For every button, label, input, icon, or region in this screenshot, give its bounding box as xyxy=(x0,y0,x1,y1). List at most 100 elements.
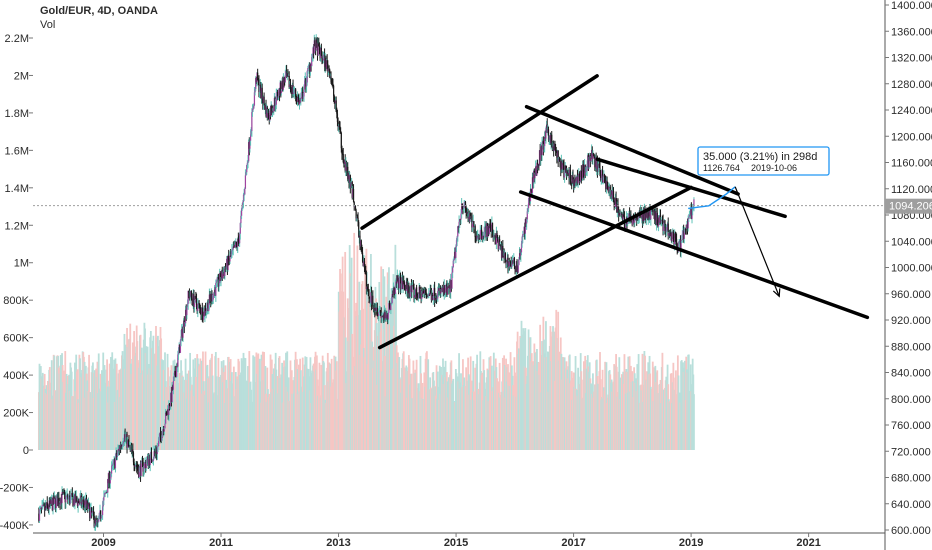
candle-body xyxy=(328,68,330,70)
candle-body xyxy=(347,166,349,180)
candle-body xyxy=(510,262,512,267)
candle-body xyxy=(507,257,509,268)
candle-body xyxy=(425,292,427,295)
candle-body xyxy=(561,160,563,169)
candle-body xyxy=(592,153,595,155)
candle-body xyxy=(502,251,505,253)
candle-body xyxy=(181,328,183,337)
candle-body xyxy=(518,253,521,260)
candle-body xyxy=(248,142,250,162)
candle-body xyxy=(80,495,82,499)
candle-body xyxy=(190,291,192,297)
candle-body xyxy=(559,158,561,168)
candle-body xyxy=(72,496,74,507)
candle-body xyxy=(658,217,660,223)
candle-body xyxy=(441,287,443,292)
candle-body xyxy=(369,298,371,303)
candle-body xyxy=(175,366,178,377)
price-tick-label: 880.000 xyxy=(891,341,931,353)
candle-body xyxy=(504,253,506,259)
candle-body xyxy=(611,190,613,199)
candle-body xyxy=(206,308,208,312)
candle-body xyxy=(500,246,503,259)
candle-body xyxy=(87,500,89,509)
candle-body xyxy=(189,296,191,299)
candle-body xyxy=(488,224,490,235)
candle-body xyxy=(82,499,84,502)
candle-body xyxy=(583,165,586,176)
candle-body xyxy=(217,277,220,287)
candle-body xyxy=(388,303,390,313)
candle-body xyxy=(668,233,670,236)
candle-body xyxy=(416,295,418,297)
candle-body xyxy=(654,212,656,221)
candle-body xyxy=(578,173,581,182)
candle-body xyxy=(73,498,75,505)
candle-body xyxy=(134,466,136,468)
candle-body xyxy=(524,218,526,234)
candle-body xyxy=(286,70,288,77)
candle-body xyxy=(144,462,146,464)
candle-body xyxy=(447,286,449,289)
volume-bar xyxy=(693,394,695,450)
candle-body xyxy=(624,226,626,229)
candle-body xyxy=(120,444,122,448)
candle-body xyxy=(571,181,573,184)
candle-body xyxy=(550,134,552,144)
candle-body xyxy=(190,291,192,297)
candle-body xyxy=(506,257,508,263)
candle-body xyxy=(582,164,584,179)
candle-body xyxy=(67,498,70,500)
candle-body xyxy=(536,162,539,169)
candle-body xyxy=(485,226,487,237)
candle-body xyxy=(90,507,92,510)
candle-body xyxy=(70,494,72,498)
price-tick-label: 800.000 xyxy=(891,394,931,406)
time-axis: 2009 2011 2013 2015 2017 2019 2021 xyxy=(91,533,821,549)
candle-body xyxy=(208,294,211,305)
candle-body xyxy=(633,219,635,223)
candle-body xyxy=(612,191,615,199)
candle-body xyxy=(482,235,484,240)
candle-body xyxy=(688,217,690,219)
candle-body xyxy=(491,222,493,232)
candle-body xyxy=(570,181,572,183)
candle-body xyxy=(417,296,419,299)
candle-body xyxy=(295,96,297,98)
candle-body xyxy=(192,293,194,305)
candle-body xyxy=(239,233,241,244)
candle-body xyxy=(297,96,299,98)
candle-body xyxy=(200,313,202,315)
chart-title: Gold/EUR, 4D, OANDA xyxy=(40,5,158,17)
candle-body xyxy=(97,521,99,523)
candle-body xyxy=(591,149,593,160)
candle-body xyxy=(52,496,54,511)
candle-body xyxy=(400,284,402,290)
volume-bar xyxy=(366,272,368,450)
candle-body xyxy=(49,499,52,505)
candle-body xyxy=(662,221,664,231)
candle-body xyxy=(504,253,507,260)
candle-body xyxy=(356,217,358,219)
volume-tick-label: 0 xyxy=(23,445,29,457)
candle-body xyxy=(665,228,667,233)
candle-body xyxy=(402,280,404,290)
candle-body xyxy=(487,226,489,237)
candle-body xyxy=(284,81,286,83)
candle-body xyxy=(162,428,164,432)
candle-body xyxy=(675,239,678,244)
candle-body xyxy=(566,171,568,175)
candle-body xyxy=(483,231,485,238)
candle-body xyxy=(492,232,494,237)
price-tick-label: 1400.000 xyxy=(891,0,932,12)
candle-body xyxy=(131,449,133,452)
candle-body xyxy=(401,277,404,290)
candle-body xyxy=(282,77,285,90)
candle-body xyxy=(85,497,88,505)
candle-body xyxy=(58,502,61,505)
candle-body xyxy=(85,497,87,508)
candle-body xyxy=(63,491,65,493)
candle-body xyxy=(438,288,440,291)
candle-body xyxy=(679,240,681,242)
